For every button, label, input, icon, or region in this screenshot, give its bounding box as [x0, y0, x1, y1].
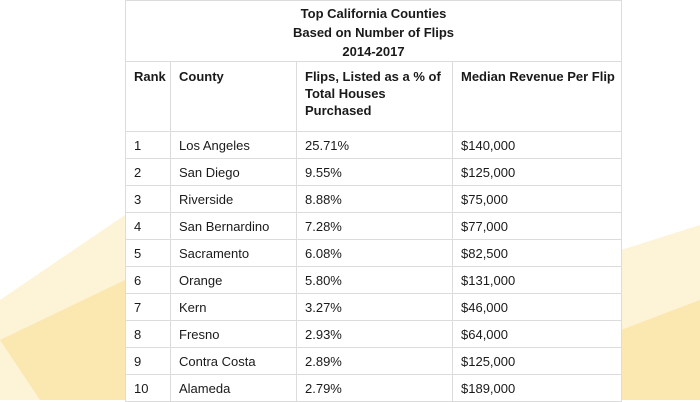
cell-flips: 7.28% — [296, 212, 453, 240]
table-title-line-3: 2014-2017 — [342, 43, 405, 59]
cell-rank: 8 — [125, 320, 171, 348]
cell-county: San Bernardino — [170, 212, 297, 240]
cell-flips: 6.08% — [296, 239, 453, 267]
cell-flips: 8.88% — [296, 185, 453, 213]
header-rank: Rank — [125, 61, 171, 132]
cell-county: San Diego — [170, 158, 297, 186]
cell-revenue: $125,000 — [451, 347, 623, 375]
cell-flips: 2.79% — [296, 374, 453, 402]
table-row: 9 Contra Costa 2.89% $125,000 — [125, 347, 623, 375]
cell-county: Alameda — [170, 374, 297, 402]
table-title-row: Top California Counties Based on Number … — [124, 0, 623, 62]
cell-revenue: $189,000 — [451, 374, 623, 402]
cell-revenue: $82,500 — [451, 239, 623, 267]
cell-rank: 1 — [125, 131, 171, 159]
cell-rank: 4 — [125, 212, 171, 240]
table-row: 5 Sacramento 6.08% $82,500 — [125, 239, 623, 267]
cell-revenue: $64,000 — [451, 320, 623, 348]
cell-rank: 9 — [125, 347, 171, 375]
table-row: 2 San Diego 9.55% $125,000 — [125, 158, 623, 186]
cell-rank: 6 — [125, 266, 171, 294]
table-row: 4 San Bernardino 7.28% $77,000 — [125, 212, 623, 240]
table-title: Top California Counties Based on Number … — [124, 0, 623, 62]
table-row: 3 Riverside 8.88% $75,000 — [125, 185, 623, 213]
table-row: 1 Los Angeles 25.71% $140,000 — [125, 131, 623, 159]
cell-revenue: $46,000 — [451, 293, 623, 321]
cell-revenue: $75,000 — [451, 185, 623, 213]
cell-rank: 7 — [125, 293, 171, 321]
header-revenue: Median Revenue Per Flip — [451, 61, 623, 132]
header-flips: Flips, Listed as a % of Total Houses Pur… — [296, 61, 453, 132]
table-row: 10 Alameda 2.79% $189,000 — [125, 374, 623, 402]
cell-flips: 2.89% — [296, 347, 453, 375]
table-title-line-1: Top California Counties — [300, 5, 447, 21]
cell-revenue: $131,000 — [451, 266, 623, 294]
cell-county: Sacramento — [170, 239, 297, 267]
cell-flips: 3.27% — [296, 293, 453, 321]
decor-shape-right-inner — [621, 300, 700, 400]
decor-shape-left — [0, 215, 125, 400]
cell-revenue: $140,000 — [451, 131, 623, 159]
cell-flips: 25.71% — [296, 131, 453, 159]
table-body: 1 Los Angeles 25.71% $140,000 2 San Diego 9.55… — [125, 131, 623, 402]
cell-flips: 9.55% — [296, 158, 453, 186]
header-county: County — [170, 61, 297, 132]
flips-table-container: Top California Counties Based on Number … — [124, 0, 623, 402]
table-header-row: Rank County Flips, Listed as a % of Tota… — [125, 61, 623, 132]
table-row: 6 Orange 5.80% $131,000 — [125, 266, 623, 294]
decor-shape-left-inner — [0, 280, 125, 400]
cell-revenue: $125,000 — [451, 158, 623, 186]
cell-county: Fresno — [170, 320, 297, 348]
cell-rank: 10 — [125, 374, 171, 402]
cell-rank: 5 — [125, 239, 171, 267]
table-row: 7 Kern 3.27% $46,000 — [125, 293, 623, 321]
cell-revenue: $77,000 — [451, 212, 623, 240]
cell-flips: 5.80% — [296, 266, 453, 294]
cell-flips: 2.93% — [296, 320, 453, 348]
cell-rank: 2 — [125, 158, 171, 186]
cell-county: Los Angeles — [170, 131, 297, 159]
cell-county: Orange — [170, 266, 297, 294]
table-row: 8 Fresno 2.93% $64,000 — [125, 320, 623, 348]
cell-county: Riverside — [170, 185, 297, 213]
decor-shape-right — [621, 225, 700, 400]
flips-table: Top California Counties Based on Number … — [124, 0, 623, 402]
table-title-line-2: Based on Number of Flips — [292, 24, 455, 40]
cell-county: Contra Costa — [170, 347, 297, 375]
cell-rank: 3 — [125, 185, 171, 213]
cell-county: Kern — [170, 293, 297, 321]
